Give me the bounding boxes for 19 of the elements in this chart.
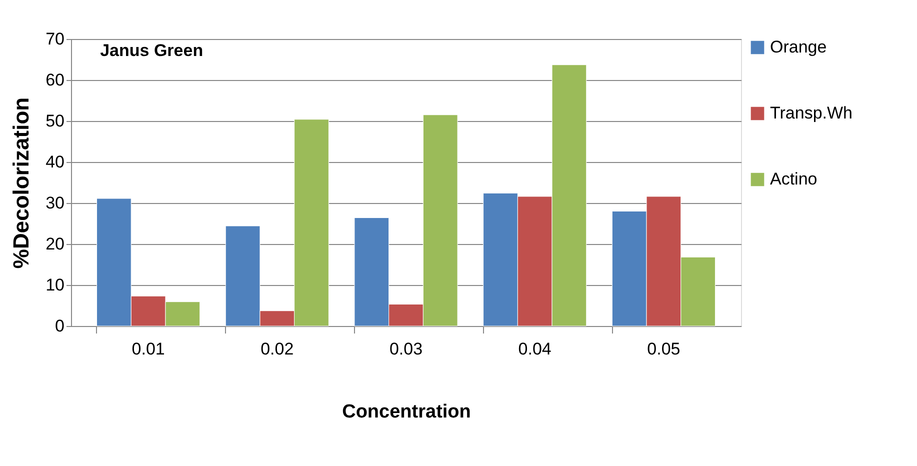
y-tick-label: 10 — [46, 276, 64, 294]
x-tick-label: 0.01 — [132, 340, 165, 358]
x-tick-label: 0.03 — [389, 340, 423, 358]
x-tick-label: 0.04 — [518, 340, 552, 358]
x-tick-label: 0.05 — [647, 340, 680, 358]
x-tick-label: 0.02 — [260, 340, 294, 358]
y-tick-label: 70 — [46, 30, 64, 48]
chart-title: Janus Green — [100, 41, 204, 60]
legend-label: Transp.Wh — [770, 104, 853, 122]
y-axis-title: %Decolorization — [8, 97, 34, 269]
legend-label: Orange — [770, 38, 827, 56]
legend-label: Actino — [770, 170, 818, 188]
y-tick-label: 0 — [55, 316, 64, 336]
y-tick-label: 50 — [46, 112, 64, 130]
y-tick-label: 30 — [46, 194, 64, 212]
x-axis-title: Concentration — [342, 402, 471, 422]
y-tick-label: 20 — [46, 234, 64, 254]
y-tick-label: 40 — [46, 152, 64, 172]
y-tick-label: 60 — [46, 70, 64, 90]
